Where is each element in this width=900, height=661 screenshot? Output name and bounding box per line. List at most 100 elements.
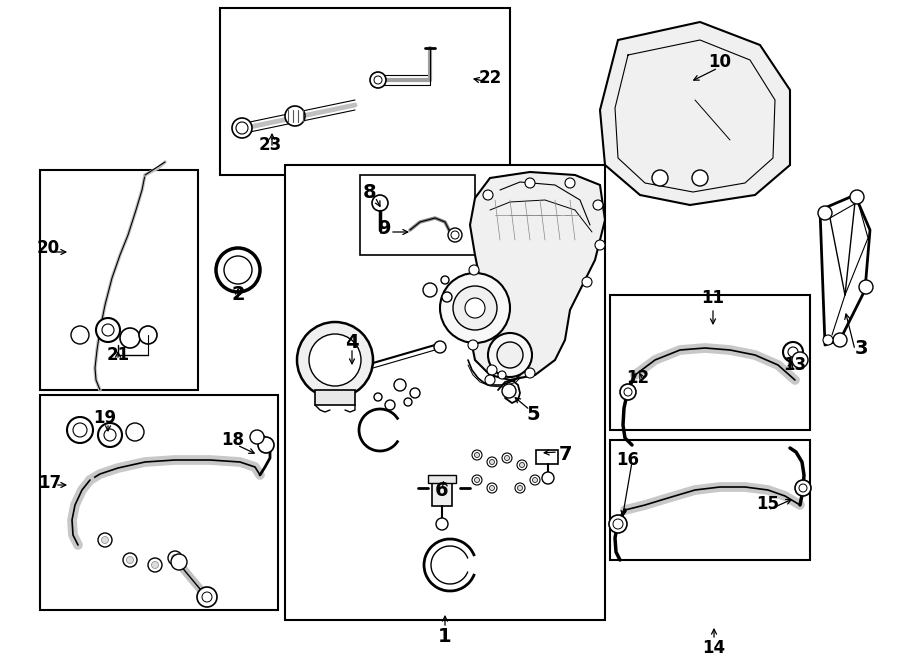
Circle shape xyxy=(515,483,525,493)
Circle shape xyxy=(502,453,512,463)
Circle shape xyxy=(216,248,260,292)
Circle shape xyxy=(102,324,114,336)
Circle shape xyxy=(139,326,157,344)
Bar xyxy=(428,475,456,483)
Circle shape xyxy=(833,333,847,347)
Circle shape xyxy=(120,328,140,348)
Circle shape xyxy=(582,277,592,287)
Circle shape xyxy=(472,475,482,485)
Circle shape xyxy=(202,592,212,602)
Circle shape xyxy=(823,335,833,345)
Polygon shape xyxy=(470,172,605,380)
Circle shape xyxy=(469,265,479,275)
Text: 22: 22 xyxy=(479,69,501,87)
Circle shape xyxy=(530,475,540,485)
Circle shape xyxy=(236,122,248,134)
Bar xyxy=(315,390,355,405)
Circle shape xyxy=(799,484,807,492)
Text: 23: 23 xyxy=(258,136,282,154)
Circle shape xyxy=(451,231,459,239)
Circle shape xyxy=(613,519,623,529)
Text: 11: 11 xyxy=(701,289,724,307)
Circle shape xyxy=(123,553,137,567)
Circle shape xyxy=(441,276,449,284)
Text: 6: 6 xyxy=(436,481,449,500)
Circle shape xyxy=(525,178,535,188)
Text: 10: 10 xyxy=(708,53,732,71)
Circle shape xyxy=(297,322,373,398)
Circle shape xyxy=(258,437,274,453)
Text: 19: 19 xyxy=(94,409,117,427)
Circle shape xyxy=(250,430,264,444)
Text: 2: 2 xyxy=(231,286,245,305)
Circle shape xyxy=(151,561,158,568)
Circle shape xyxy=(374,393,382,401)
Circle shape xyxy=(487,365,497,375)
Text: 13: 13 xyxy=(783,356,806,374)
Circle shape xyxy=(126,423,144,441)
Circle shape xyxy=(385,400,395,410)
Circle shape xyxy=(285,106,305,126)
Circle shape xyxy=(448,228,462,242)
Bar xyxy=(610,440,810,560)
Text: 5: 5 xyxy=(526,405,540,424)
Circle shape xyxy=(453,286,497,330)
Circle shape xyxy=(104,429,116,441)
Circle shape xyxy=(498,371,506,379)
Circle shape xyxy=(652,170,668,186)
Circle shape xyxy=(171,554,187,570)
Circle shape xyxy=(423,283,437,297)
Circle shape xyxy=(490,459,494,465)
Circle shape xyxy=(859,280,873,294)
Circle shape xyxy=(73,423,87,437)
Circle shape xyxy=(485,375,495,385)
Bar xyxy=(536,450,558,464)
Circle shape xyxy=(127,557,133,563)
Circle shape xyxy=(410,388,420,398)
Circle shape xyxy=(67,417,93,443)
Circle shape xyxy=(565,178,575,188)
Text: 21: 21 xyxy=(106,346,130,364)
Circle shape xyxy=(370,72,386,88)
Circle shape xyxy=(818,206,832,220)
Text: 17: 17 xyxy=(39,474,61,492)
Text: 8: 8 xyxy=(364,182,377,202)
Circle shape xyxy=(434,341,446,353)
Circle shape xyxy=(224,256,252,284)
Circle shape xyxy=(788,347,798,357)
Circle shape xyxy=(71,326,89,344)
Circle shape xyxy=(609,515,627,533)
Circle shape xyxy=(483,190,493,200)
Text: 16: 16 xyxy=(616,451,640,469)
Bar xyxy=(220,8,510,175)
Circle shape xyxy=(468,340,478,350)
Circle shape xyxy=(783,342,803,362)
Text: 7: 7 xyxy=(558,446,572,465)
Circle shape xyxy=(232,118,252,138)
Circle shape xyxy=(474,477,480,483)
Circle shape xyxy=(172,555,178,561)
Circle shape xyxy=(436,518,448,530)
Circle shape xyxy=(472,450,482,460)
Text: 20: 20 xyxy=(36,239,59,257)
Bar xyxy=(432,478,452,506)
Circle shape xyxy=(533,477,537,483)
Circle shape xyxy=(620,384,636,400)
Bar xyxy=(285,165,605,620)
Circle shape xyxy=(465,298,485,318)
Text: 3: 3 xyxy=(854,338,868,358)
Text: 9: 9 xyxy=(378,219,392,237)
Circle shape xyxy=(850,190,864,204)
Text: 18: 18 xyxy=(221,431,245,449)
Circle shape xyxy=(442,292,452,302)
Circle shape xyxy=(487,457,497,467)
Circle shape xyxy=(148,558,162,572)
Circle shape xyxy=(394,379,406,391)
Bar xyxy=(40,170,198,390)
Circle shape xyxy=(490,485,494,490)
Circle shape xyxy=(505,455,509,461)
Bar xyxy=(40,395,278,610)
Circle shape xyxy=(102,537,109,543)
Circle shape xyxy=(497,342,523,368)
Text: 15: 15 xyxy=(757,495,779,513)
